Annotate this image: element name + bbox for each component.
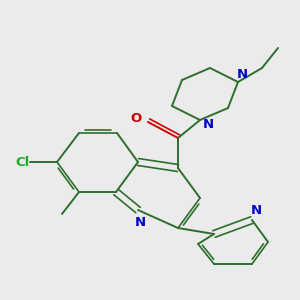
Text: N: N xyxy=(202,118,214,130)
Text: N: N xyxy=(134,215,146,229)
Text: N: N xyxy=(250,203,262,217)
Text: N: N xyxy=(236,68,247,80)
Text: O: O xyxy=(130,112,142,124)
Text: Cl: Cl xyxy=(15,155,29,169)
